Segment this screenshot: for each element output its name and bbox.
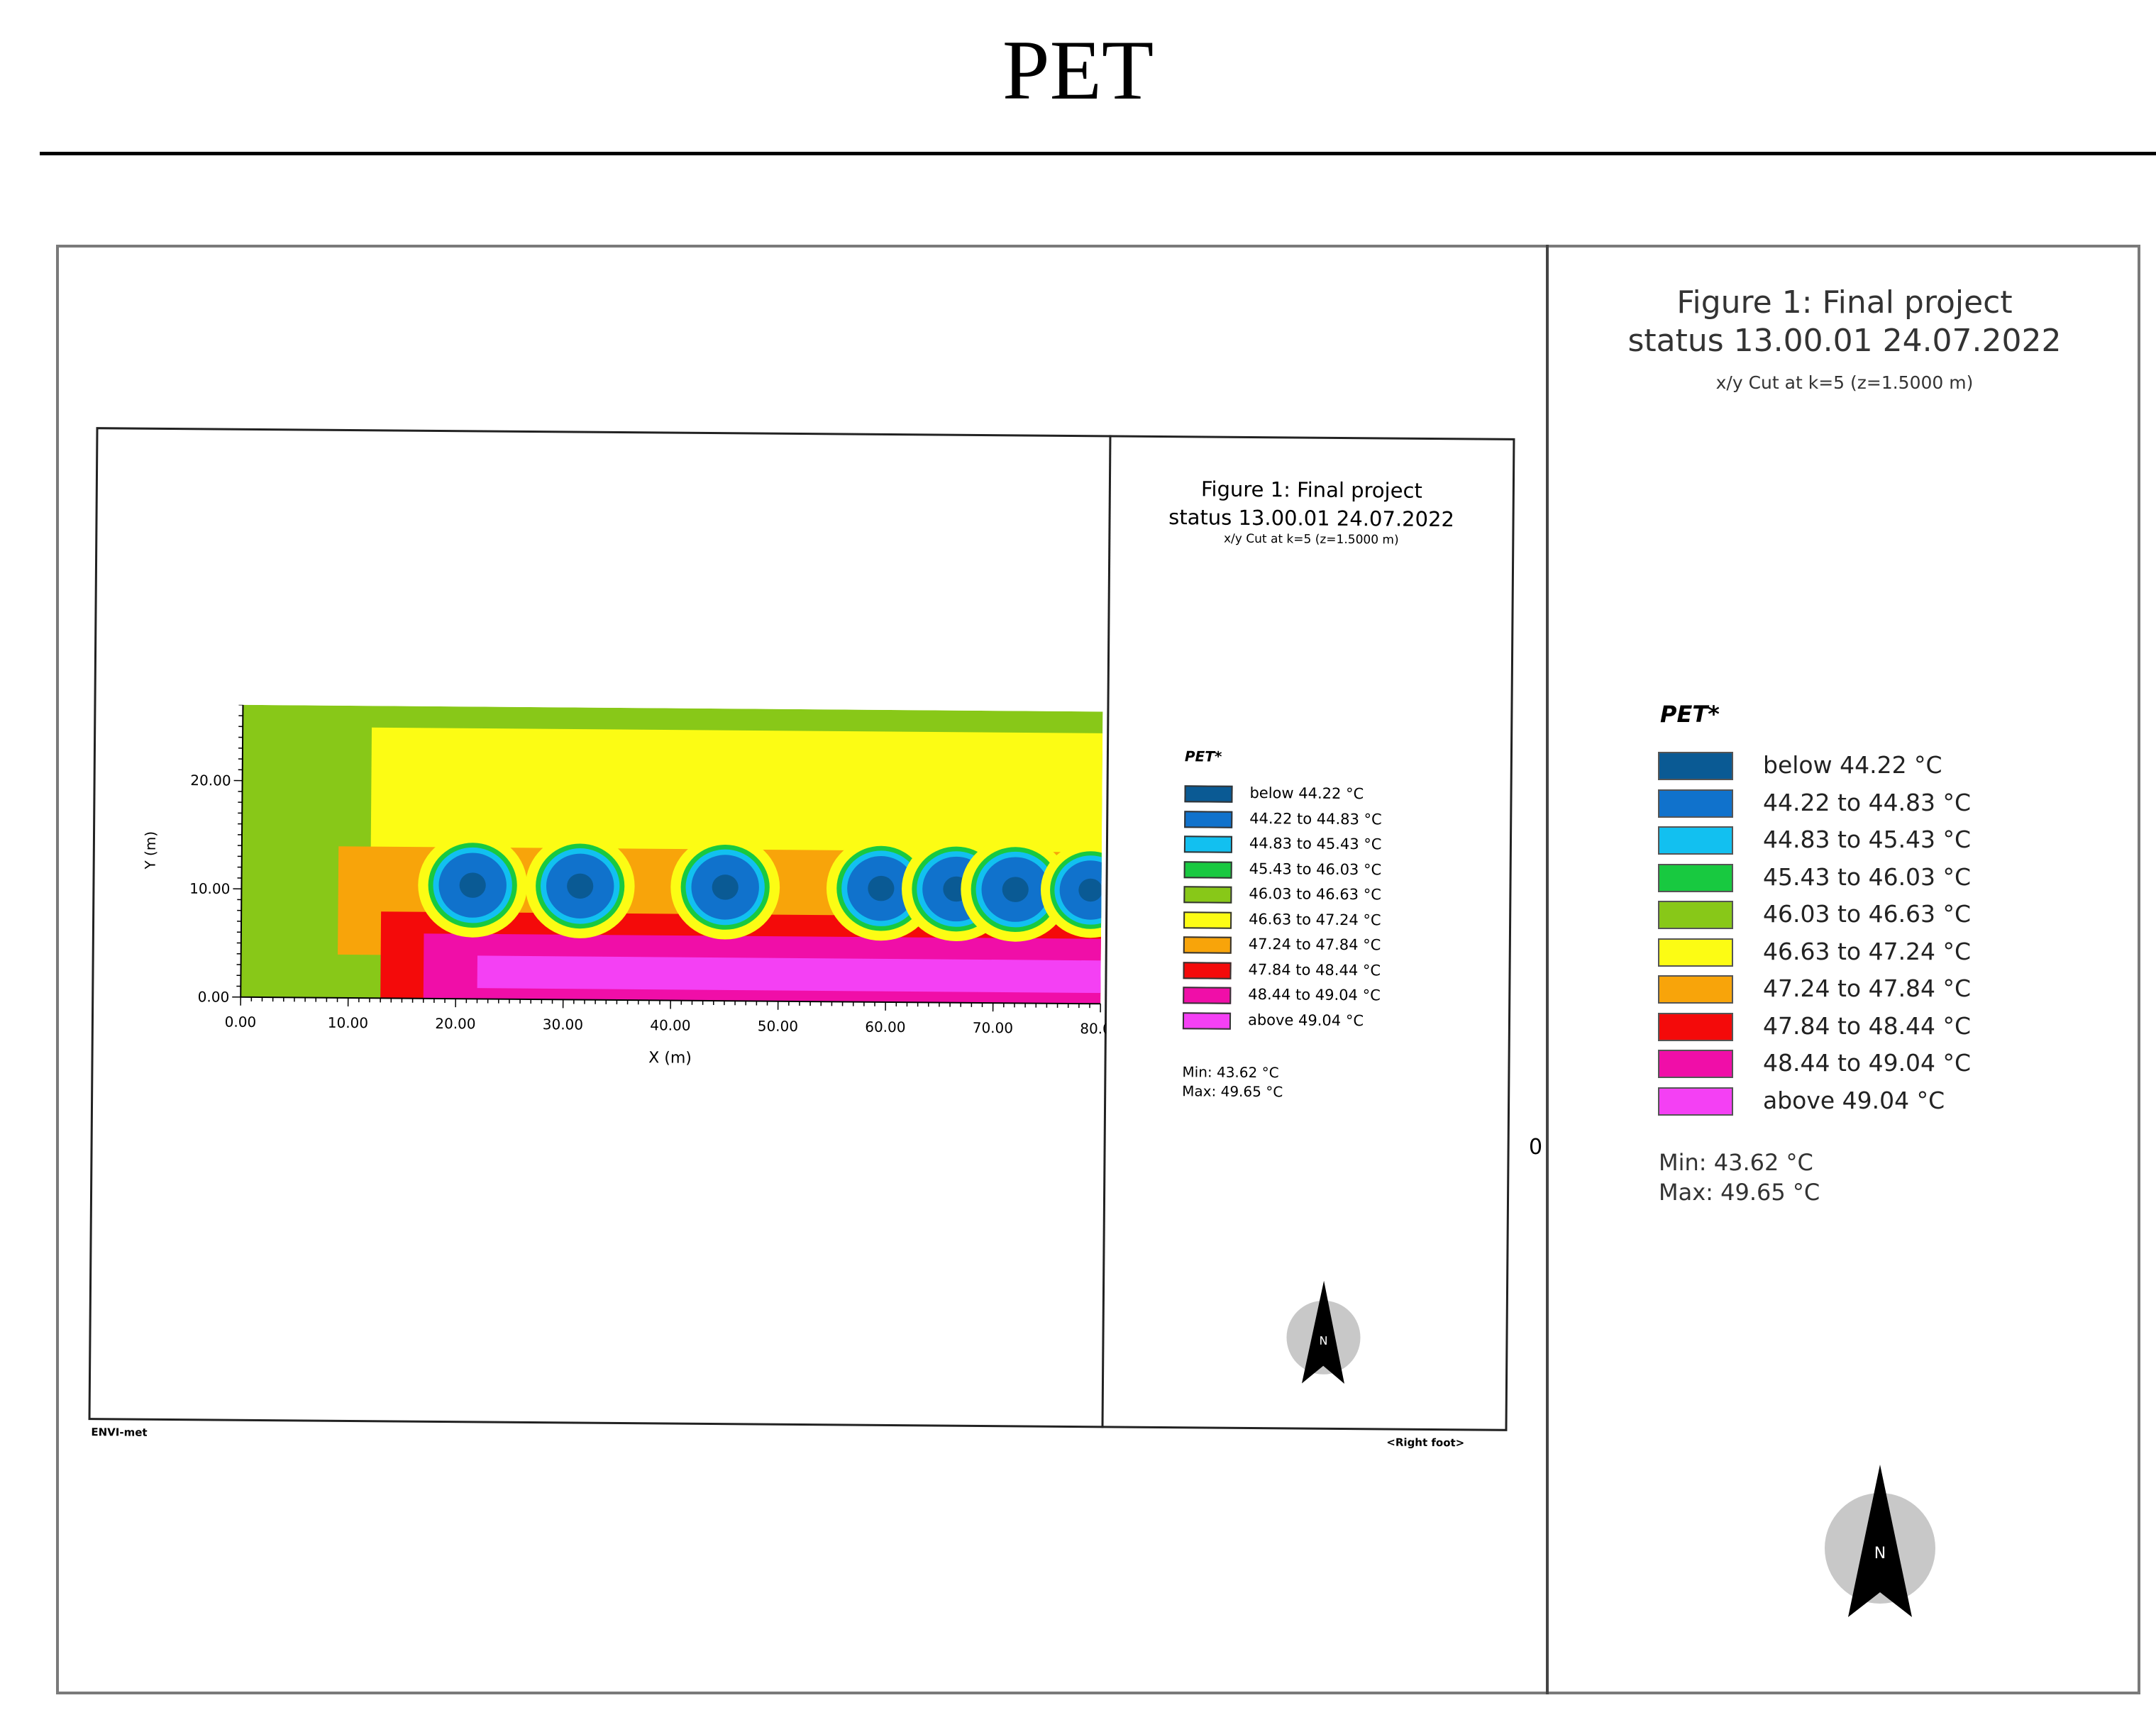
outer-figure-frame: [56, 245, 2140, 1694]
legend-label: 47.24 to 47.84 °C: [1248, 935, 1381, 954]
inner-min-value: Min: 43.62 °C: [1182, 1063, 1279, 1082]
legend-label: above 49.04 °C: [1247, 1011, 1364, 1029]
legend-label: above 49.04 °C: [1763, 1086, 1945, 1114]
legend-swatch: [1658, 901, 1733, 929]
pet-heatmap-plot: 0.00 10.00 20.00 30.00 40.00 50.00 60.00 70.00 8…: [142, 704, 1108, 1067]
outer-figure-subtitle: x/y Cut at k=5 (z=1.5000 m): [1715, 372, 1974, 393]
legend-label: below 44.22 °C: [1763, 751, 1942, 779]
x-tick-label: 50.00: [758, 1018, 798, 1035]
legend-swatch: [1183, 911, 1232, 929]
legend-label: 47.84 to 48.44 °C: [1763, 1011, 1972, 1040]
outer-panel-divider: [1546, 245, 1549, 1694]
legend-label: 44.83 to 45.43 °C: [1249, 834, 1382, 853]
legend-swatch: [1184, 810, 1233, 828]
tree-shade-ring: [712, 875, 739, 900]
tree-shade-ring: [567, 873, 594, 899]
tree-shade-ring: [868, 875, 895, 901]
legend-label: 47.24 to 47.84 °C: [1763, 975, 1972, 1002]
legend-swatch: [1183, 835, 1233, 853]
inner-figure-title: Figure 1: Final project status 13.00.01 …: [1110, 474, 1513, 533]
legend-label: below 44.22 °C: [1249, 784, 1364, 803]
legend-swatch: [1182, 1011, 1232, 1030]
y-tick-label: 10.00: [189, 880, 230, 897]
legend-swatch: [1658, 752, 1733, 780]
legend-swatch: [1658, 975, 1733, 1004]
inner-max-value: Max: 49.65 °C: [1182, 1082, 1283, 1101]
legend-swatch: [1658, 863, 1733, 892]
title-rule: [40, 152, 2156, 155]
legend-label: 48.44 to 49.04 °C: [1763, 1049, 1972, 1077]
outer-title-line1: Figure 1: Final project: [1676, 284, 2013, 321]
outer-legend-title: PET*: [1660, 701, 1720, 728]
legend-swatch: [1184, 785, 1233, 803]
legend-swatch: [1658, 826, 1733, 855]
legend-label: 44.83 to 45.43 °C: [1763, 826, 1972, 853]
x-tick-label: 30.00: [543, 1016, 583, 1033]
legend-swatch: [1658, 789, 1733, 818]
stray-mark: 0: [1529, 1135, 1543, 1160]
outer-figure-title: Figure 1: Final project status 13.00.01 …: [1549, 284, 2140, 360]
legend-label: 45.43 to 46.03 °C: [1763, 862, 1972, 891]
x-tick-label: 80.00: [1080, 1020, 1108, 1037]
outer-compass-letter: N: [1874, 1545, 1886, 1562]
legend-label: 46.63 to 47.24 °C: [1763, 937, 1972, 965]
legend-swatch: [1658, 1012, 1733, 1041]
legend-swatch: [1183, 886, 1232, 904]
legend-swatch: [1183, 961, 1232, 979]
y-tick-label: 20.00: [190, 772, 231, 789]
legend-swatch: [1658, 1087, 1733, 1116]
legend-label: 46.63 to 47.24 °C: [1249, 910, 1381, 928]
x-tick-label: 60.00: [865, 1018, 905, 1036]
legend-label: 44.22 to 44.83 °C: [1763, 788, 1972, 816]
y-axis-label: Y (m): [142, 831, 159, 870]
tree-shade-ring: [1078, 878, 1103, 902]
legend-label: 48.44 to 49.04 °C: [1248, 985, 1381, 1004]
legend-swatch: [1183, 936, 1232, 954]
tree-shade-ring: [1002, 877, 1029, 902]
x-tick-label: 70.00: [973, 1019, 1013, 1036]
x-tick-label: 40.00: [650, 1016, 690, 1033]
inner-title-line2: status 13.00.01 24.07.2022: [1168, 505, 1455, 532]
y-tick-label: 0.00: [198, 988, 230, 1005]
inner-footer-right: <Right foot>: [1386, 1436, 1465, 1450]
legend-swatch: [1658, 1050, 1733, 1078]
outer-max-value: Max: 49.65 °C: [1659, 1179, 1820, 1206]
inner-title-line1: Figure 1: Final project: [1200, 477, 1422, 503]
outer-title-line2: status 13.00.01 24.07.2022: [1627, 323, 2062, 359]
inner-compass-letter: N: [1319, 1334, 1327, 1348]
outer-min-value: Min: 43.62 °C: [1659, 1149, 1813, 1176]
legend-label: 46.03 to 46.63 °C: [1249, 884, 1382, 904]
outer-north-arrow-icon: N: [1825, 1465, 1935, 1617]
legend-swatch: [1183, 987, 1232, 1004]
x-axis-label: X (m): [648, 1049, 692, 1067]
inner-figure-page: 0.00 10.00 20.00 30.00 40.00 50.00 60.00 70.00 8…: [88, 427, 1515, 1449]
heatmap-band: [477, 955, 1101, 994]
page-title: PET: [1002, 23, 1154, 117]
legend-label: 44.22 to 44.83 °C: [1249, 809, 1382, 828]
legend-swatch: [1183, 860, 1232, 879]
legend-label: 47.84 to 48.44 °C: [1248, 960, 1381, 979]
x-tick-label: 0.00: [225, 1014, 257, 1031]
x-tick-label: 20.00: [435, 1015, 475, 1032]
legend-label: 45.43 to 46.03 °C: [1249, 860, 1382, 878]
inner-footer-left: ENVI-met: [91, 1426, 148, 1439]
north-arrow-icon: N: [1286, 1280, 1361, 1384]
legend-swatch: [1658, 938, 1733, 967]
x-tick-label: 10.00: [328, 1014, 368, 1031]
legend-label: 46.03 to 46.63 °C: [1763, 900, 1972, 928]
tree-shade-ring: [459, 872, 486, 898]
inner-legend-title: PET*: [1184, 748, 1222, 765]
